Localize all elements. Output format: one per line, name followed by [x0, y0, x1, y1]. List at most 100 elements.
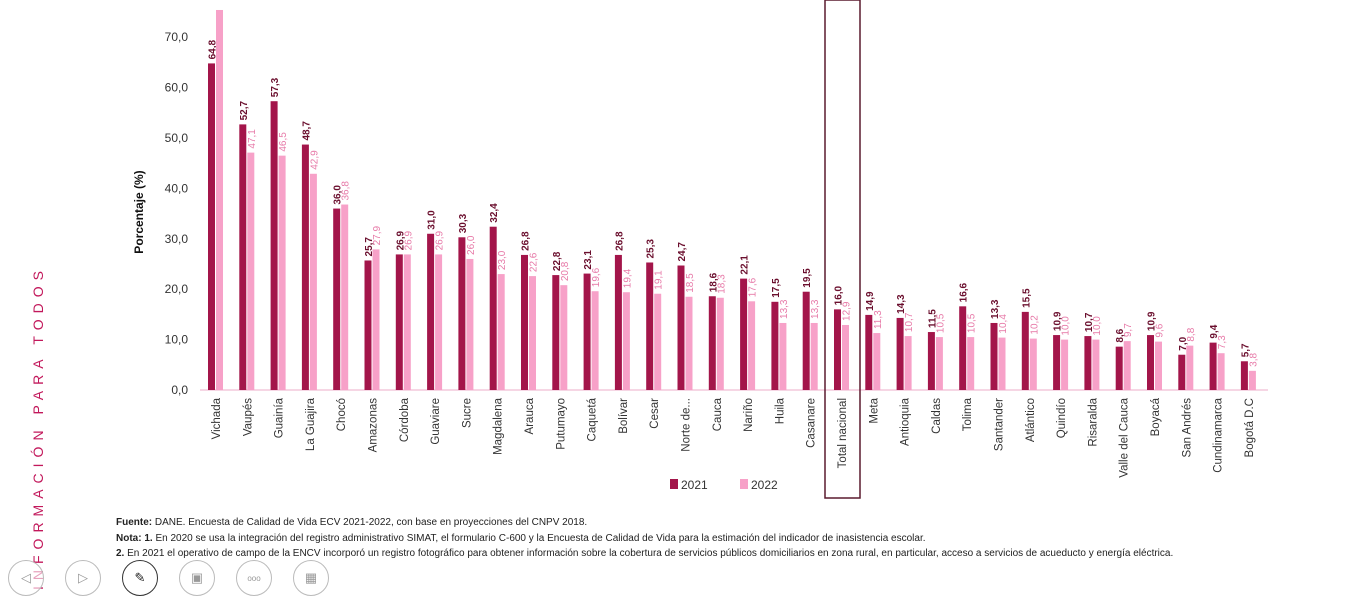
triangle-right-icon: ▷: [78, 570, 88, 585]
data-label-2022: 18,5: [685, 273, 696, 293]
bar-2021: [896, 317, 904, 390]
presenter-view-button[interactable]: ▦: [293, 560, 329, 596]
bar-2021: [427, 233, 435, 390]
data-label-2022: 8,8: [1186, 327, 1197, 341]
x-tick-label: Putumayo: [555, 398, 567, 450]
x-tick-label: Bogotá D.C: [1244, 398, 1256, 457]
x-tick-label: Tolima: [962, 397, 974, 431]
x-tick-label: Huila: [774, 397, 786, 424]
y-tick-label: 10,0: [165, 333, 189, 347]
bar-2022: [1061, 339, 1069, 390]
data-label-2021: 8,6: [1115, 328, 1126, 342]
data-label-2022: 20,8: [560, 261, 571, 281]
data-label-2022: 10,0: [1092, 316, 1103, 336]
x-tick-label: Vichada: [211, 397, 223, 439]
data-label-2021: 25,3: [646, 239, 657, 259]
bar-2022: [403, 254, 411, 390]
data-label-2021: 31,0: [427, 210, 438, 230]
data-label-2022: 10,2: [1029, 315, 1040, 335]
data-label-2022: 10,0: [1061, 316, 1072, 336]
legend-swatch-2022: [740, 479, 748, 489]
bar-2021: [270, 101, 278, 390]
bar-2021: [959, 306, 967, 390]
data-label-2022: 10,7: [904, 312, 915, 332]
x-tick-label: La Guajira: [305, 397, 317, 451]
data-label-2022: 27,9: [372, 225, 383, 245]
data-label-2022: 17,6: [748, 277, 759, 297]
more-options-button[interactable]: ooo: [236, 560, 272, 596]
x-tick-label: Chocó: [336, 398, 348, 431]
bar-2022: [1248, 370, 1256, 390]
bar-2022: [873, 333, 881, 390]
x-tick-label: Santander: [994, 398, 1006, 451]
bar-2021: [646, 262, 654, 390]
bar-2021: [771, 301, 779, 390]
data-label-2021: 10,9: [1147, 311, 1158, 331]
bar-2022: [560, 285, 568, 390]
data-label-2022: 19,4: [622, 268, 633, 288]
bar-2021: [677, 265, 685, 390]
data-label-2021: 13,3: [990, 299, 1001, 319]
bar-2021: [301, 144, 309, 390]
x-tick-label: Atlántico: [1025, 398, 1037, 442]
bar-2021: [333, 208, 341, 390]
data-label-2021: 36,0: [333, 185, 344, 205]
bar-2022: [935, 337, 943, 390]
data-label-2021: 24,7: [677, 242, 688, 262]
slides-view-button[interactable]: ▣: [179, 560, 215, 596]
bar-2021: [364, 260, 372, 390]
data-label-2022: 42,9: [309, 150, 320, 170]
x-tick-label: Norte de...: [681, 398, 693, 452]
bar-2022: [341, 204, 349, 390]
y-axis-label: Porcentaje (%): [132, 170, 146, 253]
bar-2021: [802, 291, 810, 390]
x-tick-label: Nariño: [743, 398, 755, 432]
bar-2021: [1178, 354, 1186, 390]
bar-2022: [216, 9, 223, 390]
bar-2021: [834, 309, 841, 390]
y-tick-label: 40,0: [165, 181, 189, 195]
x-tick-label: Amazonas: [368, 398, 380, 453]
bar-2022: [716, 297, 724, 390]
data-label-2022: 13,3: [810, 299, 821, 319]
previous-slide-button[interactable]: ◁: [8, 560, 44, 596]
next-slide-button[interactable]: ▷: [65, 560, 101, 596]
data-label-2021: 23,1: [583, 250, 594, 270]
x-tick-label: Quindío: [1056, 398, 1068, 438]
bar-2021: [1115, 346, 1123, 390]
highlight-box: [824, 0, 861, 499]
data-label-2021: 10,7: [1084, 312, 1095, 332]
data-label-2022: 11,3: [873, 310, 884, 329]
x-tick-label: Caldas: [931, 398, 943, 434]
data-label-2022: 12,9: [842, 301, 853, 321]
y-tick-label: 70,0: [165, 30, 189, 44]
bar-2022: [466, 258, 474, 390]
data-label-2021: 14,9: [865, 291, 876, 311]
bar-2021: [708, 296, 716, 390]
data-label-2021: 25,7: [364, 237, 375, 257]
x-tick-label: Cesar: [649, 398, 661, 429]
pen-tool-button[interactable]: ✎: [122, 560, 158, 596]
x-tick-label: Caquetá: [587, 397, 599, 441]
bar-2022: [1155, 341, 1162, 390]
data-label-2021: 48,7: [301, 121, 312, 141]
data-label-2021: 18,6: [708, 272, 719, 292]
data-label-2022: 10,4: [998, 314, 1009, 334]
x-tick-label: Bolívar: [618, 398, 630, 434]
bar-2022: [967, 337, 975, 390]
bar-2022: [278, 155, 286, 390]
data-label-2022: 47,1: [247, 129, 258, 149]
bar-2022: [779, 322, 787, 390]
data-label-2022: 36,8: [341, 181, 352, 201]
data-label-2021: 22,1: [740, 255, 751, 275]
bar-2022: [748, 301, 756, 390]
data-label-2022: 19,6: [591, 267, 602, 287]
y-tick-label: 0,0: [171, 383, 188, 397]
x-tick-label: Boyacá: [1150, 397, 1162, 436]
data-label-2022: 3,8: [1248, 353, 1259, 367]
slides-icon: ▣: [190, 570, 204, 585]
bar-chart: 0,0 10,0 20,0 30,0 40,0 50,0 60,0 70,0 Porcentaj…: [132, 0, 1268, 499]
x-tick-label: Cundinamarca: [1213, 397, 1225, 472]
x-tick-label: Córdoba: [399, 397, 411, 442]
data-label-2022: 10,5: [967, 313, 978, 333]
